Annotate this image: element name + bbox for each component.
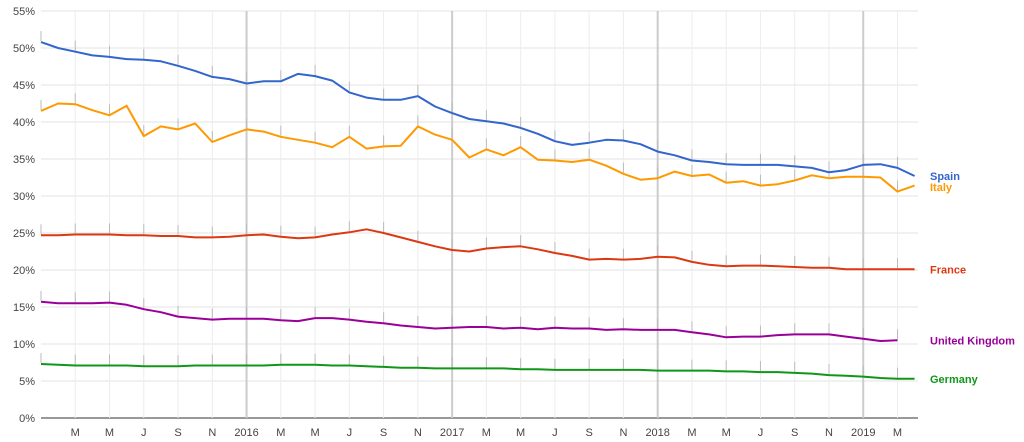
y-tick-label: 55% <box>13 6 35 18</box>
series-line-italy <box>40 102 915 193</box>
x-tick-label: M <box>276 427 285 439</box>
x-tick-label: N <box>208 427 216 439</box>
x-tick-label: M <box>516 427 525 439</box>
x-tick-label: N <box>414 427 422 439</box>
y-tick-label: 0% <box>19 413 35 425</box>
x-tick-label: M <box>893 427 902 439</box>
minor-gridlines <box>41 10 918 419</box>
x-tick-label: S <box>174 427 181 439</box>
y-tick-label: 10% <box>13 339 35 351</box>
x-tick-label: M <box>310 427 319 439</box>
x-tick-label: 2019 <box>851 427 875 439</box>
y-tick-label: 30% <box>13 191 35 203</box>
series-line-spain <box>40 41 916 177</box>
y-tick-label: 15% <box>13 302 35 314</box>
y-tick-label: 40% <box>13 117 35 129</box>
x-tick-label: M <box>71 427 80 439</box>
x-tick-label: M <box>482 427 491 439</box>
series-label-spain: Spain <box>930 171 960 183</box>
x-tick-label: M <box>105 427 114 439</box>
x-tick-label: J <box>347 427 353 439</box>
series-label-united-kingdom: United Kingdom <box>930 335 1015 347</box>
series-line-france <box>41 228 915 271</box>
x-axis: M M J S N 2016 M M J S N 2017 M M J S N 2018 M M J S N 2019 M <box>71 427 902 439</box>
y-tick-label: 20% <box>13 265 35 277</box>
y-tick-label: 5% <box>19 376 35 388</box>
x-tick-label: M <box>722 427 731 439</box>
x-tick-label: 2018 <box>645 427 669 439</box>
series-label-germany: Germany <box>930 374 979 386</box>
y-axis: 0% 5% 10% 15% 20% 25% 30% 35% 40% 45% 50% 55% <box>13 6 35 425</box>
series-label-france: France <box>930 264 966 276</box>
y-tick-label: 35% <box>13 154 35 166</box>
series-label-italy: Italy <box>930 182 953 194</box>
series-lines <box>40 41 916 380</box>
error-bars <box>40 31 898 378</box>
x-tick-label: S <box>380 427 387 439</box>
x-tick-label: S <box>791 427 798 439</box>
y-tick-label: 45% <box>13 80 35 92</box>
x-tick-label: S <box>585 427 592 439</box>
x-tick-label: J <box>758 427 764 439</box>
series-line-united-kingdom <box>40 300 898 342</box>
x-tick-label: J <box>141 427 147 439</box>
x-tick-label: J <box>552 427 558 439</box>
y-tick-label: 25% <box>13 228 35 240</box>
x-tick-label: 2017 <box>440 427 464 439</box>
series-line-germany <box>40 363 915 380</box>
x-tick-label: N <box>825 427 833 439</box>
x-tick-label: N <box>619 427 627 439</box>
x-tick-label: 2016 <box>234 427 258 439</box>
y-tick-label: 50% <box>13 43 35 55</box>
x-tick-label: M <box>687 427 696 439</box>
